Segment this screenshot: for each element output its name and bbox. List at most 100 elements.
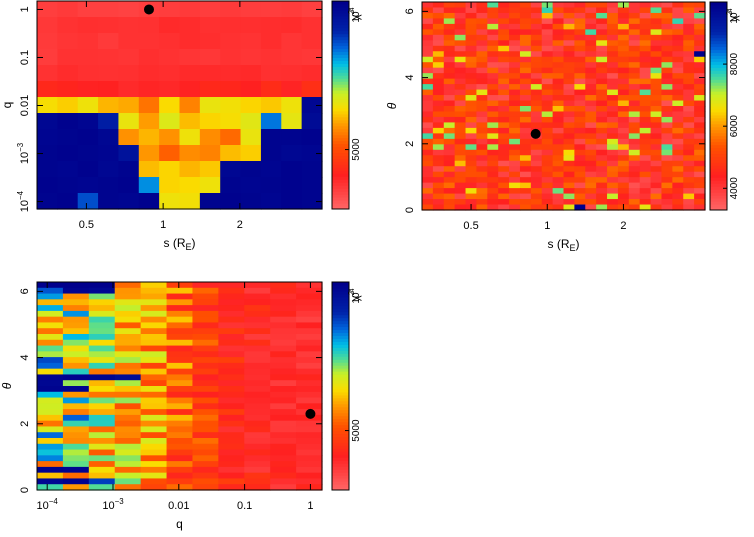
heatmap-cell (166, 397, 194, 404)
heatmap-cell (465, 12, 478, 20)
heatmap-cell (683, 106, 695, 113)
colorbar-strip (710, 192, 727, 196)
heatmap-cell (509, 51, 521, 58)
heatmap-cell (443, 171, 456, 178)
heatmap-cell (422, 29, 434, 36)
heatmap-cell (270, 282, 297, 289)
heatmap-cell (422, 84, 434, 91)
heatmap-cell (443, 2, 456, 9)
heatmap-cell (694, 29, 706, 36)
heatmap-cell (296, 478, 323, 485)
heatmap-cell (244, 455, 271, 462)
colorbar-strip (332, 72, 349, 76)
heatmap-cell (563, 116, 575, 124)
heatmap-cell (296, 334, 323, 341)
y-axis-label: q (0, 102, 14, 109)
heatmap-cell (650, 138, 663, 145)
heatmap-cell (541, 106, 554, 113)
colorbar-strip (710, 159, 727, 163)
heatmap-cell (218, 461, 245, 468)
heatmap-cell (140, 438, 168, 445)
heatmap-cell (639, 23, 652, 30)
heatmap-cell (694, 177, 706, 184)
heatmap-cell (240, 97, 262, 114)
heatmap-cell (498, 62, 510, 69)
heatmap-cell (192, 357, 219, 364)
heatmap-cell (574, 106, 586, 113)
heatmap-cell (465, 199, 478, 206)
colorbar-label: χ2 (725, 11, 740, 21)
heatmap-cell (57, 49, 79, 66)
heatmap-cell (37, 17, 58, 34)
heatmap-cell (672, 40, 684, 47)
heatmap-cell (296, 432, 323, 439)
heatmap-cell (519, 133, 532, 140)
heatmap-cell (650, 100, 663, 107)
heatmap-cell (509, 89, 521, 96)
heatmap-cell (77, 33, 99, 50)
colorbar-strip (710, 207, 727, 211)
heatmap-cell (443, 106, 456, 113)
heatmap-cell (530, 138, 543, 145)
heatmap-cell (465, 155, 478, 162)
heatmap-cell (140, 357, 168, 364)
heatmap-cell (218, 305, 245, 312)
heatmap-cell (432, 51, 445, 58)
heatmap-cell (574, 2, 586, 9)
heatmap-cell (140, 328, 168, 335)
heatmap-cell (607, 78, 619, 85)
heatmap-cell (138, 113, 160, 130)
heatmap-cell (498, 138, 510, 145)
colorbar-strip (710, 97, 727, 101)
heatmap-cell (140, 368, 168, 376)
heatmap-cell (498, 193, 510, 200)
heatmap-cell (114, 282, 142, 289)
heatmap-cell (301, 145, 323, 162)
colorbar-strip (332, 341, 349, 345)
heatmap-cell (574, 12, 586, 20)
heatmap-cell (244, 420, 271, 428)
heatmap-cell (694, 166, 706, 173)
heatmap-cell (270, 293, 297, 300)
colorbar-strip (332, 362, 349, 366)
colorbar-strip (710, 16, 727, 21)
colorbar-strip (332, 323, 349, 328)
heatmap-cell (270, 322, 297, 329)
heatmap-cell (672, 56, 684, 63)
heatmap-cell (487, 18, 499, 25)
heatmap-cell (192, 449, 219, 456)
heatmap-cell (37, 193, 58, 210)
heatmap-cell (476, 51, 488, 58)
heatmap-cell (694, 106, 706, 113)
heatmap-cell (296, 461, 323, 468)
heatmap-cell (240, 33, 262, 50)
heatmap-cell (192, 414, 219, 422)
heatmap-cell (270, 374, 297, 381)
colorbar-tick-label: 4000 (729, 177, 740, 200)
heatmap-cell (465, 182, 478, 189)
heatmap-cell (62, 368, 90, 376)
heatmap-cell (639, 166, 652, 173)
heatmap-cell (114, 380, 142, 387)
heatmap-cell (476, 193, 488, 200)
heatmap-cell (650, 78, 663, 85)
x-tick-label: 0.5 (463, 220, 478, 232)
colorbar-strip (332, 78, 349, 82)
heatmap-cell (218, 455, 245, 462)
y-tick-label: 0.1 (19, 50, 31, 65)
heatmap-cell (509, 23, 521, 30)
colorbar-strip (332, 21, 349, 26)
heatmap-cell (465, 40, 478, 47)
heatmap-cell (114, 420, 142, 428)
heatmap-cell (487, 177, 499, 184)
heatmap-cell (454, 56, 467, 63)
heatmap-cell (454, 95, 467, 102)
colorbar-strip (710, 31, 727, 36)
heatmap-cell (585, 12, 597, 20)
heatmap-cells (37, 282, 323, 491)
colorbar-tick-label: 5000 (351, 419, 362, 442)
heatmap-cell (476, 100, 488, 107)
heatmap-cell (628, 2, 641, 9)
heatmap-cell (443, 56, 456, 63)
heatmap-cell (199, 177, 221, 194)
